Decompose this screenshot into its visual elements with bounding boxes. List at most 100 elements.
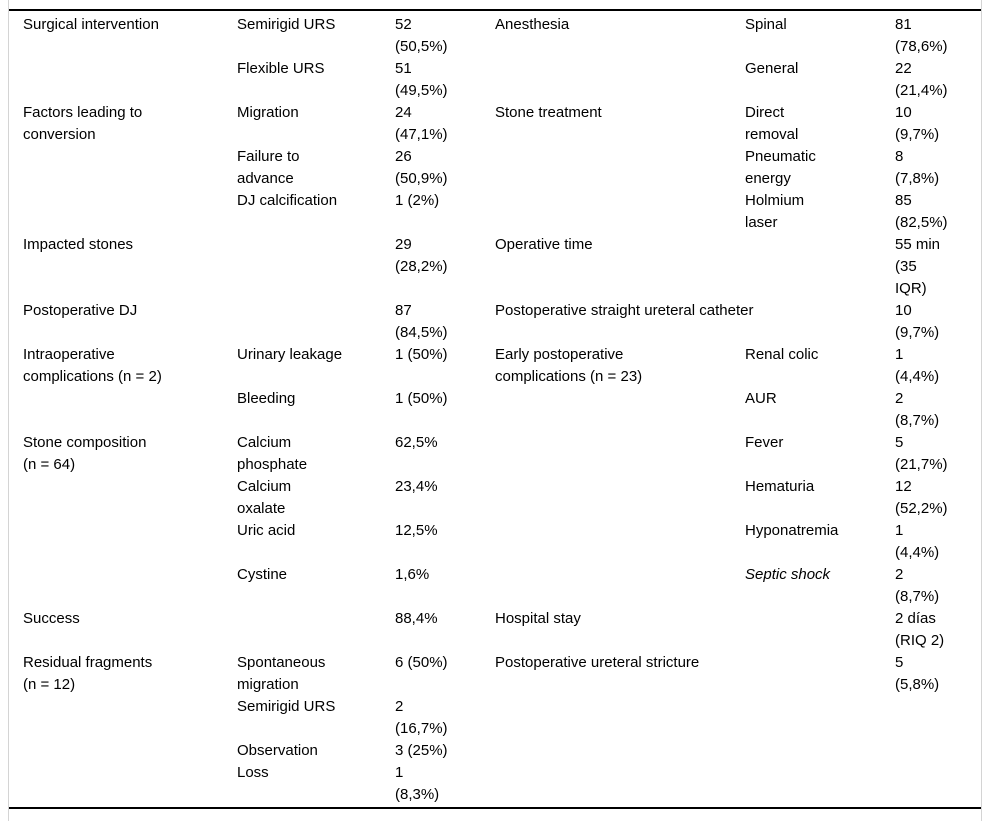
cell-category [23, 58, 237, 102]
cell-category: Postoperative ureteral stricture [495, 654, 700, 671]
cell-value: 2 días (RIQ 2) [895, 610, 945, 649]
cell-subcategory: Spontaneous migration [237, 654, 326, 693]
cell-value [895, 762, 983, 806]
cell-value: 55 min (35 IQR) [895, 236, 941, 297]
cell-category [23, 564, 237, 608]
cell-value: 88,4% [395, 610, 438, 627]
cell-category: Early postoperative complications (n = 2… [495, 346, 643, 385]
table-row: Intraoperative complications (n = 2) Urin… [23, 344, 983, 388]
cell-subcategory [237, 300, 395, 344]
cell-category: Surgical intervention [23, 16, 159, 33]
cell-value: 1 (4,4%) [895, 522, 940, 561]
cell-category: Residual fragments (n = 12) [23, 654, 153, 693]
cell-subcategory: Pneumatic energy [745, 148, 816, 187]
cell-subcategory: Direct removal [745, 104, 799, 143]
cell-subcategory [237, 234, 395, 300]
cell-category: Intraoperative complications (n = 2) [23, 346, 162, 385]
cell-subcategory: AUR [745, 390, 777, 407]
table-row: Flexible URS 51 (49,5%) General 22 (21,4%) [23, 58, 983, 102]
cell-category: Stone composition (n = 64) [23, 434, 147, 473]
table-container: Surgical intervention Semirigid URS 52 (50… [9, 9, 981, 809]
cell-subcategory [745, 762, 895, 806]
table-row: Observation 3 (25%) [23, 740, 983, 762]
cell-subcategory: Holmium laser [745, 192, 805, 231]
table-row: Semirigid URS 2 (16,7%) [23, 696, 983, 740]
cell-category [23, 740, 237, 762]
cell-value: 51 (49,5%) [395, 60, 448, 99]
cell-category [23, 696, 237, 740]
cell-subcategory: Bleeding [237, 390, 296, 407]
table-row: Bleeding 1 (50%) AUR 2 (8,7%) [23, 388, 983, 432]
cell-subcategory: Cystine [237, 566, 288, 583]
cell-value: 1 (8,3%) [395, 764, 440, 803]
table-row: Failure to advance 26 (50,9%) Pneumatic en… [23, 146, 983, 190]
cell-value: 12,5% [395, 522, 438, 539]
table-row: Impacted stones 29 (28,2%) Operative time 5… [23, 234, 983, 300]
cell-category [495, 190, 745, 234]
cell-subcategory [745, 696, 895, 740]
cell-category [23, 190, 237, 234]
cell-category: Postoperative straight ureteral catheter [495, 302, 754, 319]
cell-category: Factors leading to conversion [23, 104, 143, 143]
cell-category [495, 476, 745, 520]
cell-value: 81 (78,6%) [895, 16, 948, 55]
table-row: Postoperative DJ 87 (84,5%) Postoperative … [23, 300, 983, 344]
cell-value: 10 (9,7%) [895, 302, 940, 341]
cell-value: 8 (7,8%) [895, 148, 940, 187]
cell-subcategory: Calcium phosphate [237, 434, 308, 473]
cell-category [23, 146, 237, 190]
table-row: Stone composition (n = 64) Calcium phosph… [23, 432, 983, 476]
cell-category [23, 388, 237, 432]
cell-category [23, 520, 237, 564]
cell-subcategory: Septic shock [745, 566, 831, 583]
cell-value [895, 740, 983, 762]
cell-category [495, 564, 745, 608]
cell-category [495, 58, 745, 102]
cell-value: 2 (16,7%) [395, 698, 448, 737]
cell-category: Impacted stones [23, 236, 134, 253]
cell-value: 5 (21,7%) [895, 434, 948, 473]
results-table: Surgical intervention Semirigid URS 52 (50… [23, 14, 983, 806]
cell-category [23, 762, 237, 806]
cell-subcategory: Hematuria [745, 478, 815, 495]
cell-subcategory [237, 608, 395, 652]
table-row: Loss 1 (8,3%) [23, 762, 983, 806]
cell-subcategory: Loss [237, 764, 269, 781]
cell-value: 1 (2%) [395, 192, 440, 209]
cell-subcategory: Semirigid URS [237, 16, 336, 33]
cell-value: 5 (5,8%) [895, 654, 940, 693]
cell-subcategory: Urinary leakage [237, 346, 343, 363]
cell-value: 6 (50%) [395, 654, 448, 671]
cell-value: 10 (9,7%) [895, 104, 940, 143]
cell-category: Success [23, 610, 80, 627]
table-row: Uric acid 12,5% Hyponatremia 1 (4,4%) [23, 520, 983, 564]
cell-value: 3 (25%) [395, 742, 448, 759]
cell-value: 62,5% [395, 434, 438, 451]
cell-category [495, 740, 745, 762]
cell-value: 2 (8,7%) [895, 566, 940, 605]
cell-value: 26 (50,9%) [395, 148, 448, 187]
cell-category [495, 432, 745, 476]
table-row: Factors leading to conversion Migration 24… [23, 102, 983, 146]
cell-value: 22 (21,4%) [895, 60, 948, 99]
results-table-body: Surgical intervention Semirigid URS 52 (50… [23, 14, 983, 806]
cell-value: 29 (28,2%) [395, 236, 448, 275]
cell-category [495, 146, 745, 190]
cell-category [495, 520, 745, 564]
cell-subcategory: Uric acid [237, 522, 296, 539]
cell-value [895, 696, 983, 740]
cell-subcategory: DJ calcification [237, 192, 338, 209]
table-row: Cystine 1,6% Septic shock 2 (8,7%) [23, 564, 983, 608]
table-row: DJ calcification 1 (2%) Holmium laser 85 (8… [23, 190, 983, 234]
cell-subcategory: Renal colic [745, 346, 819, 363]
cell-subcategory: Fever [745, 434, 784, 451]
cell-value: 52 (50,5%) [395, 16, 448, 55]
cell-value: 87 (84,5%) [395, 302, 448, 341]
table-row: Success 88,4% Hospital stay 2 días (RIQ 2) [23, 608, 983, 652]
table-row: Surgical intervention Semirigid URS 52 (50… [23, 14, 983, 58]
cell-subcategory [745, 234, 895, 300]
cell-category: Hospital stay [495, 610, 581, 627]
cell-subcategory: Observation [237, 742, 318, 759]
table-row: Calcium oxalate 23,4% Hematuria 12 (52,2%) [23, 476, 983, 520]
cell-category [23, 476, 237, 520]
